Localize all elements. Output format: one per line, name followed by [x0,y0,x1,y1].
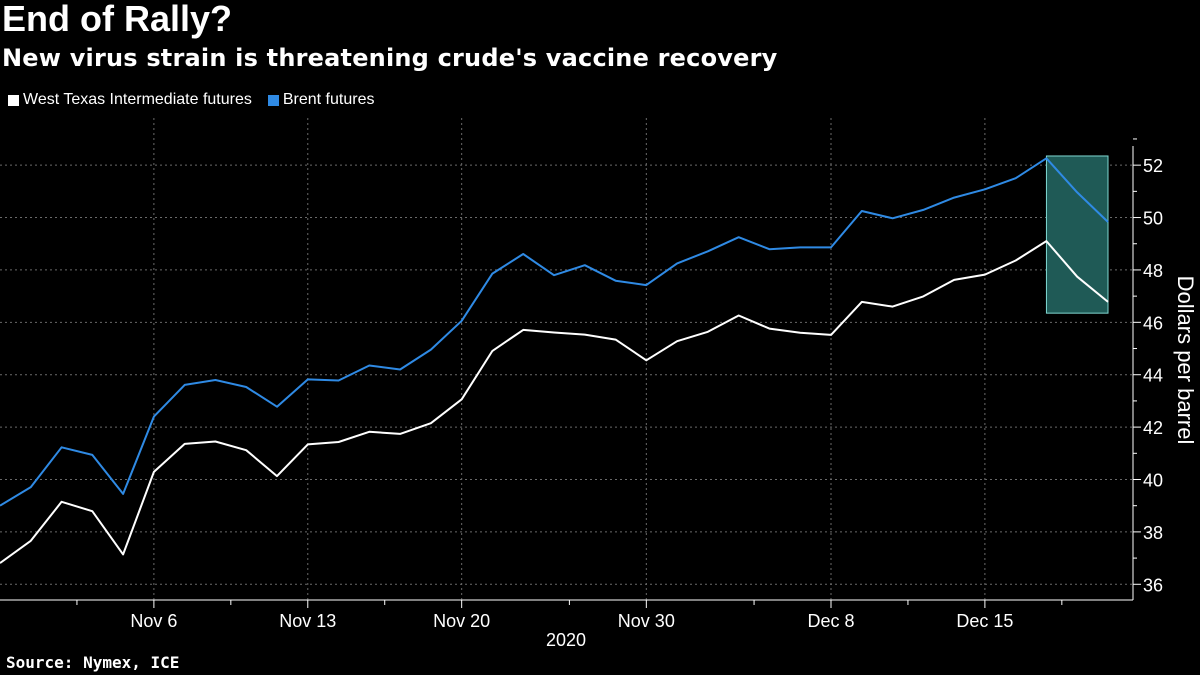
y-tick-label: 44 [1143,366,1163,386]
legend: West Texas Intermediate futures Brent fu… [8,91,374,109]
x-tick-label: Dec 8 [807,611,854,631]
legend-item-brent: Brent futures [267,91,375,109]
legend-swatch-wti [8,94,19,106]
x-year-label: 2020 [546,630,586,650]
y-tick-label: 48 [1143,261,1163,281]
legend-swatch-brent [267,94,279,106]
series-lines [0,157,1109,564]
x-tick-label: Nov 30 [618,611,675,631]
y-tick-label: 40 [1143,471,1163,491]
y-tick-label: 52 [1143,156,1163,176]
x-tick-label: Nov 13 [279,611,336,631]
y-axis-title: Dollars per barrel [1173,276,1198,445]
source-note: Source: Nymex, ICE [6,653,180,672]
y-tick-label: 50 [1143,209,1163,229]
legend-label-wti: West Texas Intermediate futures [23,91,252,108]
x-tick-label: Dec 15 [956,611,1013,631]
y-tick-label: 42 [1143,418,1163,438]
wti-line [0,240,1109,564]
x-tick-label: Nov 20 [433,611,490,631]
axes: 36 38 40 42 44 46 48 50 52 Nov 6 Nov 13 Nov 20 Nov 3… [0,138,1198,650]
chart-title: End of Rally? [2,0,233,39]
highlight-box [1045,155,1109,314]
y-tick-label: 36 [1143,575,1163,595]
y-tick-label: 46 [1143,313,1163,333]
highlight-region [1045,155,1109,314]
brent-line [0,157,1109,507]
gridlines [0,118,1133,600]
legend-label-brent: Brent futures [282,91,375,108]
y-tick-label: 38 [1143,523,1163,543]
chart-subtitle: New virus strain is threatening crude's … [2,44,778,72]
legend-item-wti: West Texas Intermediate futures [8,91,252,109]
x-tick-label: Nov 6 [130,611,177,631]
